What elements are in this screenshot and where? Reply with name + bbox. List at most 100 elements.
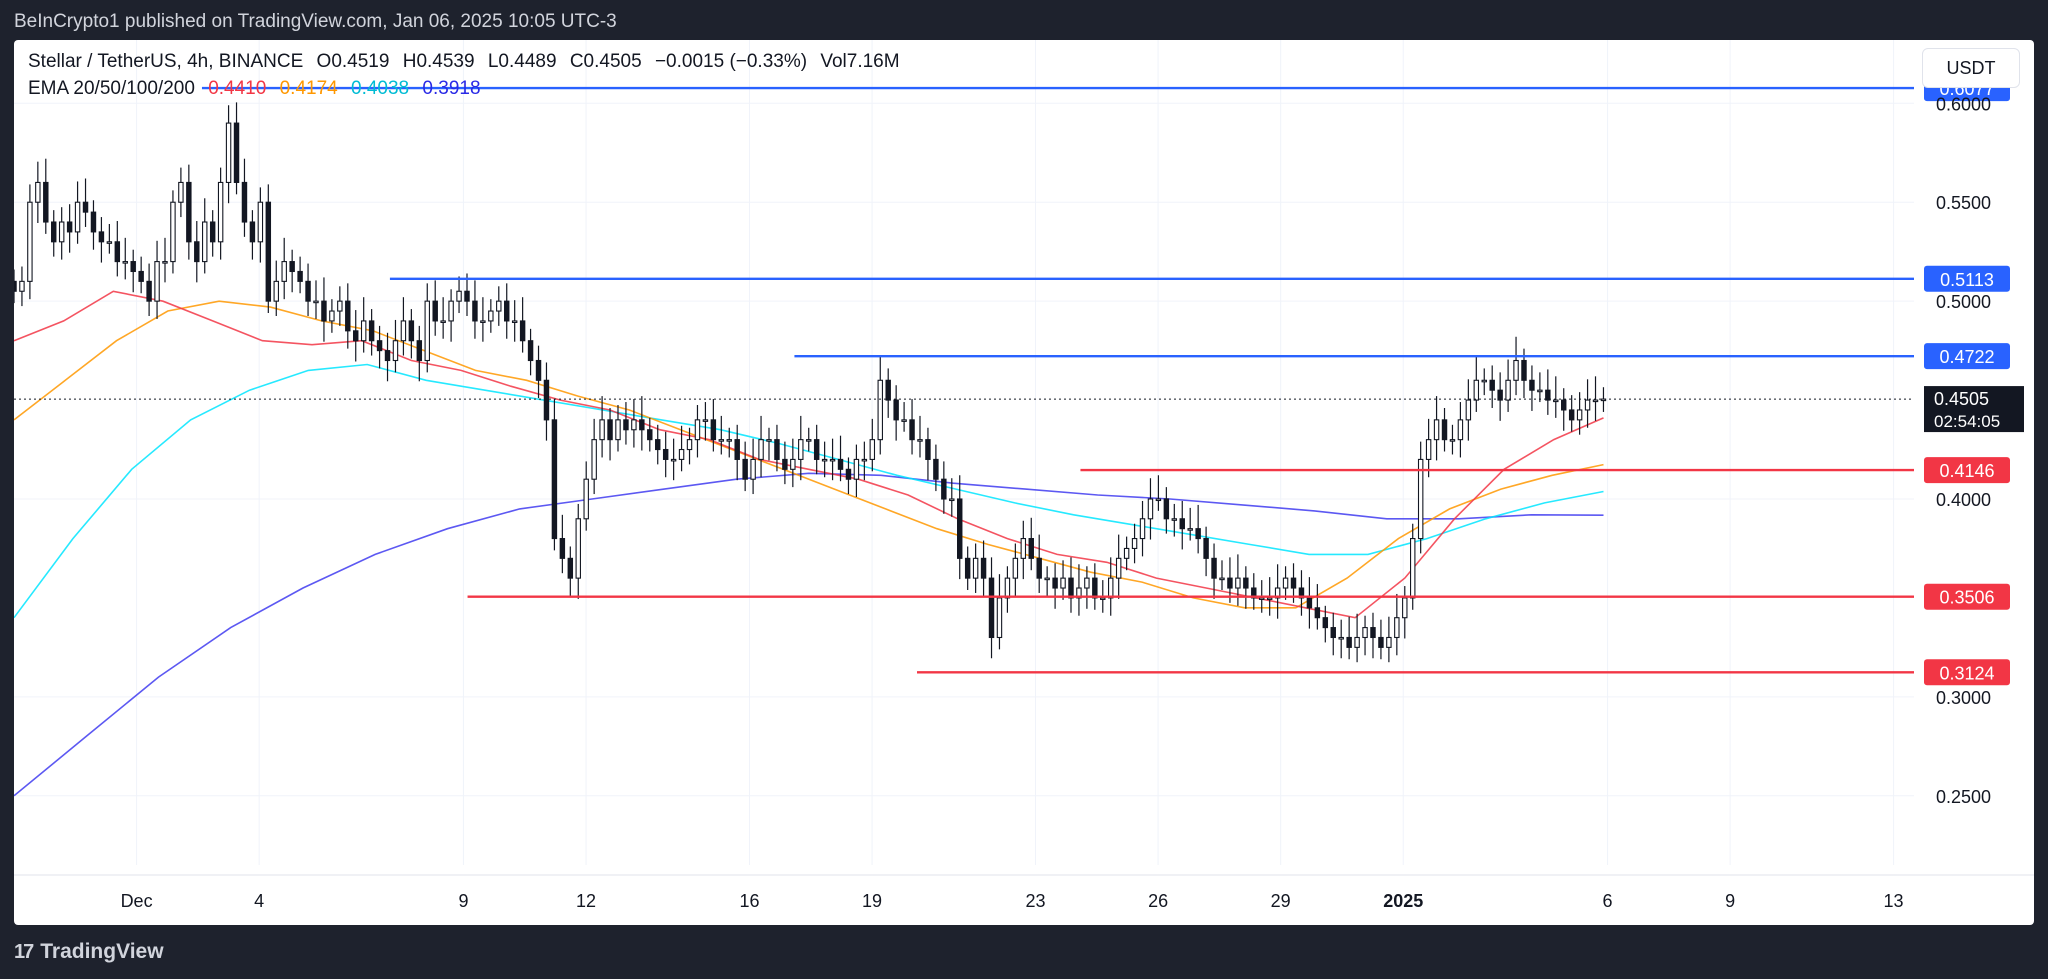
- candle-body: [853, 458, 860, 480]
- high-value: H0.4539: [402, 51, 475, 72]
- candle-body: [1139, 518, 1146, 540]
- candle-body: [1521, 359, 1527, 381]
- candle-body: [1402, 597, 1408, 619]
- candle-body: [1235, 577, 1241, 589]
- candle-body: [957, 498, 963, 559]
- candle-body: [1179, 518, 1185, 530]
- publish-text: BeInCrypto1 published on TradingView.com…: [14, 11, 617, 32]
- level-price-text: 0.3506: [1939, 588, 1994, 608]
- candle-body: [98, 231, 105, 243]
- candle-body: [1338, 636, 1344, 640]
- candle-body: [1441, 419, 1448, 441]
- candle-body: [1282, 577, 1289, 589]
- candle-body: [1211, 557, 1217, 579]
- candle-body: [273, 280, 279, 302]
- price-chart[interactable]: 0.60770.51130.47220.41460.35060.31240.25…: [14, 40, 2034, 925]
- candle-body: [662, 448, 669, 460]
- candle-body: [1203, 538, 1209, 559]
- candle-body: [901, 419, 907, 422]
- candle-body: [146, 280, 152, 302]
- candle-body: [392, 340, 399, 362]
- ema-label[interactable]: EMA 20/50/100/200: [28, 78, 195, 99]
- candle-body: [670, 458, 677, 462]
- candle-body: [1131, 538, 1138, 550]
- candle-body: [941, 478, 947, 500]
- candle-body: [1060, 577, 1066, 589]
- candle-body: [1537, 389, 1543, 393]
- candle-body: [559, 538, 566, 559]
- candle-body: [1433, 419, 1440, 441]
- candle-body: [1576, 409, 1583, 421]
- candle-body: [90, 211, 97, 233]
- candle-body: [1163, 498, 1170, 520]
- candle-body: [1600, 398, 1607, 402]
- candle-body: [885, 379, 891, 401]
- candle-body: [1044, 577, 1050, 581]
- candle-body: [1028, 538, 1034, 559]
- candle-body: [1115, 557, 1122, 579]
- candle-body: [432, 300, 438, 322]
- candle-body: [734, 439, 740, 460]
- currency-button[interactable]: USDT: [1922, 48, 2020, 88]
- candle-body: [623, 419, 629, 431]
- candle-body: [1386, 636, 1392, 648]
- candle-body: [416, 340, 423, 362]
- candle-body: [305, 280, 311, 302]
- candle-body: [694, 419, 701, 441]
- candle-body: [813, 439, 820, 460]
- candle-body: [1584, 399, 1591, 411]
- candle-body: [575, 518, 581, 579]
- candle-body: [647, 429, 653, 441]
- current-price-text: 0.4505: [1934, 389, 1989, 409]
- candle-body: [58, 221, 65, 243]
- candle-body: [194, 241, 200, 263]
- candle-body: [1155, 498, 1162, 502]
- level-price-text: 0.4722: [1939, 347, 1994, 367]
- ema-legend: EMA 20/50/100/200 0.4410 0.4174 0.4038 0…: [28, 78, 489, 100]
- candle-body: [972, 557, 979, 579]
- ema50-line: [14, 300, 1604, 609]
- candle-body: [1410, 538, 1416, 599]
- x-tick-label: 26: [1148, 891, 1168, 911]
- level-price-tag: [1924, 265, 2010, 292]
- candle-body: [297, 270, 303, 282]
- footer-brand[interactable]: TradingView: [40, 940, 164, 963]
- candle-body: [1171, 518, 1178, 521]
- x-tick-label: 9: [458, 891, 468, 911]
- candle-body: [1592, 399, 1599, 403]
- candle-body: [456, 290, 462, 302]
- candle-body: [488, 310, 494, 322]
- level-price-text: 0.4146: [1939, 461, 1994, 481]
- candle-body: [511, 320, 518, 323]
- candle-body: [440, 320, 446, 323]
- x-tick-label: 4: [254, 891, 264, 911]
- symbol-label[interactable]: Stellar / TetherUS, 4h, BINANCE: [28, 51, 304, 72]
- candle-body: [1147, 498, 1154, 520]
- candle-body: [988, 577, 995, 639]
- candle-body: [249, 221, 256, 243]
- candle-body: [551, 419, 558, 540]
- ema200-value: 0.3918: [422, 78, 481, 99]
- candle-body: [686, 439, 693, 451]
- level-price-tag: [1924, 583, 2010, 610]
- candle-body: [1481, 379, 1487, 383]
- candle-body: [535, 359, 542, 381]
- candle-body: [1187, 528, 1193, 531]
- x-tick-label: 29: [1271, 891, 1291, 911]
- candle-body: [806, 439, 812, 442]
- candle-body: [448, 300, 454, 322]
- candle-body: [527, 340, 534, 362]
- open-value: O0.4519: [316, 51, 390, 72]
- candle-body: [1513, 359, 1519, 381]
- candle-body: [718, 439, 725, 442]
- candle-body: [742, 458, 748, 480]
- candle-body: [496, 300, 502, 312]
- candle-body: [750, 458, 756, 480]
- chart-panel[interactable]: 0.6077 0.5113 0.4722 0.4146 0.3506 0.3124 0.25…: [14, 40, 2034, 925]
- level-price-tag: [1924, 343, 2010, 370]
- candle-body: [1489, 379, 1495, 391]
- ema100-line: [14, 363, 1604, 619]
- candle-body: [1219, 577, 1225, 581]
- candle-body: [1084, 577, 1090, 589]
- candle-body: [909, 419, 915, 441]
